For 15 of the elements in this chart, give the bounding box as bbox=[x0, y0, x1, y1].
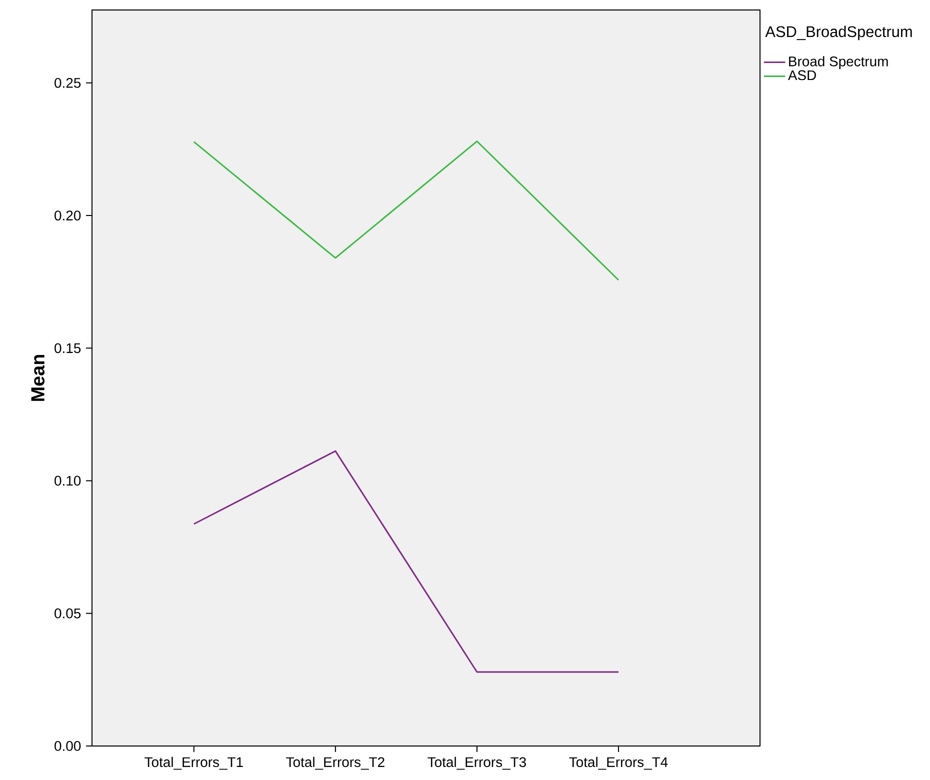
x-tick-label: Total_Errors_T4 bbox=[569, 756, 668, 770]
x-tick-label: Total_Errors_T1 bbox=[144, 756, 243, 770]
legend-title: ASD_BroadSpectrum bbox=[765, 26, 912, 40]
x-tick-label: Total_Errors_T2 bbox=[286, 756, 384, 770]
y-tick-label: 0.05 bbox=[54, 608, 81, 618]
x-tick-label: Total_Errors_T3 bbox=[428, 756, 526, 770]
legend-label: ASD bbox=[788, 70, 816, 80]
y-tick-label: 0.20 bbox=[54, 210, 81, 220]
y-axis-title: Mean bbox=[31, 354, 45, 401]
y-tick-label: 0.00 bbox=[54, 741, 81, 751]
y-tick-label: 0.10 bbox=[54, 476, 81, 486]
legend-label: Broad Spectrum bbox=[789, 56, 888, 70]
y-tick-label: 0.15 bbox=[54, 343, 81, 354]
line-series bbox=[193, 140, 620, 281]
y-tick-label: 0.25 bbox=[54, 78, 81, 88]
